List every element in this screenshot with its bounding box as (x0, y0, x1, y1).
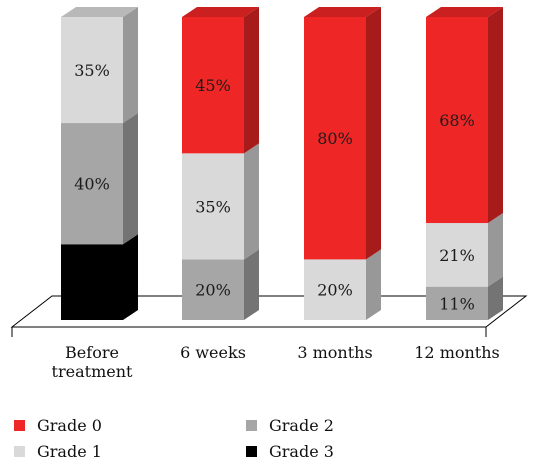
data-label-grade-2-before-treatment: 40% (74, 175, 110, 194)
bar-segment-grade-1-before-treatment (61, 17, 123, 124)
bar-segment-grade-2-6-weeks (182, 259, 244, 320)
x-tick-label-6-weeks: 6 weeks (180, 343, 246, 362)
data-label-grade-1-12-months: 21% (439, 246, 475, 265)
bar-segment-grade-0-12-months-top (426, 7, 503, 17)
data-label-grade-0-6-weeks: 45% (195, 76, 231, 95)
x-tick-label-before-treatment: Before treatment (52, 343, 133, 381)
chart-bars: 40% 35% 20% 35% 45% 20% 80% 11% 21% 68% (61, 7, 503, 320)
bar-segment-grade-2-before-treatment-side (123, 113, 138, 245)
bar-segment-grade-1-3-months (304, 259, 366, 320)
bar-segment-grade-1-before-treatment-top (61, 7, 138, 17)
bar-segment-grade-1-6-weeks-side (244, 143, 259, 260)
bar-segment-grade-1-12-months (426, 223, 488, 287)
data-label-grade-1-6-weeks: 35% (195, 197, 231, 216)
bar-segment-grade-0-6-weeks-side (244, 7, 259, 154)
bar-segment-grade-0-3-months-side (366, 7, 381, 260)
bar-segment-grade-0-12-months-side (488, 7, 503, 224)
bar-segment-grade-2-12-months-side (488, 276, 503, 320)
data-label-grade-2-6-weeks: 20% (195, 281, 231, 300)
bar-segment-grade-3-before-treatment (61, 244, 123, 320)
bar-segment-grade-0-6-weeks (182, 17, 244, 154)
bar-segment-grade-0-3-months-top (304, 7, 381, 17)
bar-segment-grade-2-6-weeks-side (244, 249, 259, 320)
x-tick-label-3-months: 3 months (297, 343, 372, 362)
data-label-grade-0-12-months: 68% (439, 111, 475, 130)
bar-segment-grade-2-12-months (426, 286, 488, 320)
bar-segment-grade-3-before-treatment-side (123, 234, 138, 320)
bar-segment-grade-1-12-months-side (488, 213, 503, 287)
bar-segment-grade-0-12-months (426, 17, 488, 224)
bar-segment-grade-1-6-weeks (182, 153, 244, 260)
chart-floor (10, 295, 528, 337)
bar-segment-grade-1-3-months-side (366, 249, 381, 320)
bar-stack-12-months: 11% 21% 68% (426, 7, 503, 320)
chart-floor-plane (10, 295, 528, 328)
data-label-grade-1-3-months: 20% (317, 281, 353, 300)
bar-segment-grade-2-before-treatment (61, 123, 123, 245)
bar-segment-grade-0-6-weeks-top (182, 7, 259, 17)
chart-x-tick-labels: Before treatment 6 weeks 3 months 12 months (52, 343, 500, 381)
bar-stack-6-weeks: 20% 35% 45% (182, 7, 259, 320)
data-label-grade-2-12-months: 11% (439, 294, 475, 313)
data-label-grade-0-3-months: 80% (317, 129, 353, 148)
x-tick-label-12-months: 12 months (414, 343, 500, 362)
bar-stack-before-treatment: 40% 35% (61, 7, 138, 320)
bar-segment-grade-0-3-months (304, 17, 366, 260)
bar-stack-3-months: 20% 80% (304, 7, 381, 320)
data-label-grade-1-before-treatment: 35% (74, 61, 110, 80)
bar-segment-grade-1-before-treatment-side (123, 7, 138, 124)
